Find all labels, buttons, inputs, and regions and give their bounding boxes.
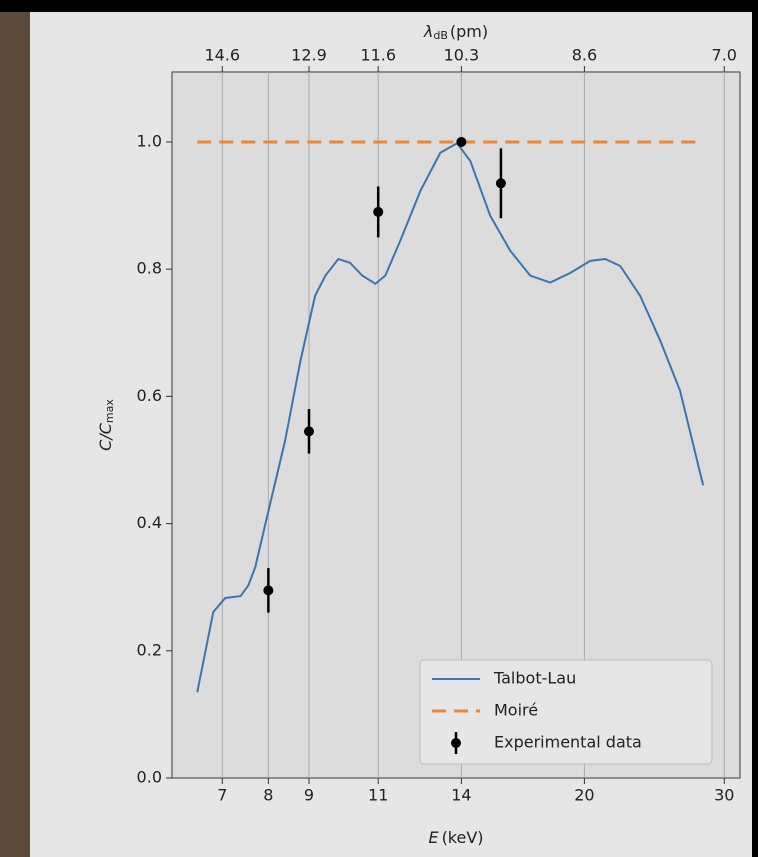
data-point: [303, 426, 314, 437]
legend-label: Talbot-Lau: [493, 669, 576, 688]
data-point: [456, 136, 467, 147]
y-label-sub: max: [103, 399, 116, 423]
legend-swatch: [451, 738, 461, 748]
legend-label: Moiré: [494, 701, 538, 720]
x-tick-label: 9: [304, 786, 314, 805]
y-label-symbol: C/C: [96, 422, 115, 451]
top-tick-label: 8.6: [572, 46, 597, 65]
y-tick-label: 1.0: [137, 131, 162, 150]
x-label-symbol: E: [428, 828, 439, 847]
top-label-unit: (pm): [450, 22, 488, 41]
line: [196, 141, 705, 693]
x-tick-label: 7: [217, 786, 227, 805]
y-axis-label: C/Cmax: [96, 399, 117, 451]
data-point: [373, 206, 384, 217]
top-tick-label: 10.3: [444, 46, 480, 65]
y-tick-label: 0.6: [137, 386, 162, 405]
top-tick-label: 7.0: [712, 46, 737, 65]
x-label-unit: (keV): [442, 828, 484, 847]
x-axis-label: E (keV): [428, 828, 483, 847]
top-label-sub: dB: [433, 29, 448, 42]
y-tick-label: 0.4: [137, 513, 162, 532]
y-tick-label: 0.8: [137, 259, 162, 278]
x-tick-label: 30: [714, 786, 734, 805]
top-axis-label: λdB (pm): [423, 22, 488, 43]
x-tick-label: 11: [368, 786, 388, 805]
top-tick-label: 11.6: [360, 46, 396, 65]
x-tick-label: 14: [451, 786, 471, 805]
legend-box: [419, 659, 713, 765]
top-label-symbol: λ: [423, 22, 433, 41]
data-point: [263, 585, 274, 596]
top-tick-label: 12.9: [291, 46, 327, 65]
data-point: [495, 178, 506, 189]
y-tick-label: 0.0: [137, 768, 162, 787]
y-tick-label: 0.2: [137, 640, 162, 659]
legend-label: Experimental data: [494, 733, 642, 752]
photo-strip: [0, 12, 30, 857]
top-tick-label: 14.6: [204, 46, 240, 65]
x-tick-label: 8: [263, 786, 273, 805]
x-tick-label: 20: [574, 786, 594, 805]
